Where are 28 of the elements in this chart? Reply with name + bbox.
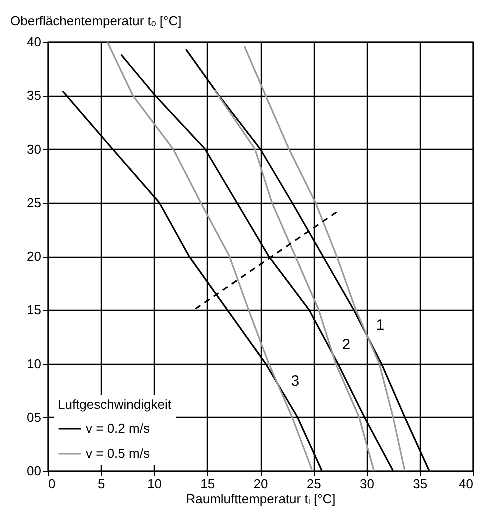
y-tick-label: 10 [27,356,42,372]
y-tick-label: 35 [27,88,42,104]
line-series [244,45,406,472]
x-tick-label: 25 [306,476,322,492]
y-tick-label: 40 [27,34,42,50]
x-tick-label: 35 [413,476,428,492]
legend-title: Luftgeschwindigkeit [58,397,172,412]
annotation: 1 [376,317,385,334]
y-tick-label: 00 [27,464,42,478]
y-tick-label: 30 [27,142,42,157]
legend-label: v = 0.5 m/s [86,446,150,461]
annotation: 3 [291,372,300,390]
x-tick-label: 40 [459,476,474,492]
y-tick-label: 05 [27,410,42,425]
x-axis-title: Raumlufttemperatur tᵢ [°C] [186,492,336,506]
y-tick-label: 25 [27,195,42,210]
x-tick-label: 0 [48,476,56,492]
y-axis-title: Oberflächentemperatur tₒ [°C] [10,14,182,28]
x-tick-label: 5 [98,476,106,492]
x-tick-label: 10 [148,476,162,492]
x-tick-label: 20 [254,476,268,492]
line-series [214,89,375,472]
legend-label: v = 0.2 m/s [86,421,150,436]
x-tick-label: 15 [200,476,216,492]
annotation: 2 [342,336,351,354]
x-tick-label: 30 [360,476,374,492]
y-tick-label: 20 [27,249,42,264]
y-tick-label: 15 [27,302,42,318]
